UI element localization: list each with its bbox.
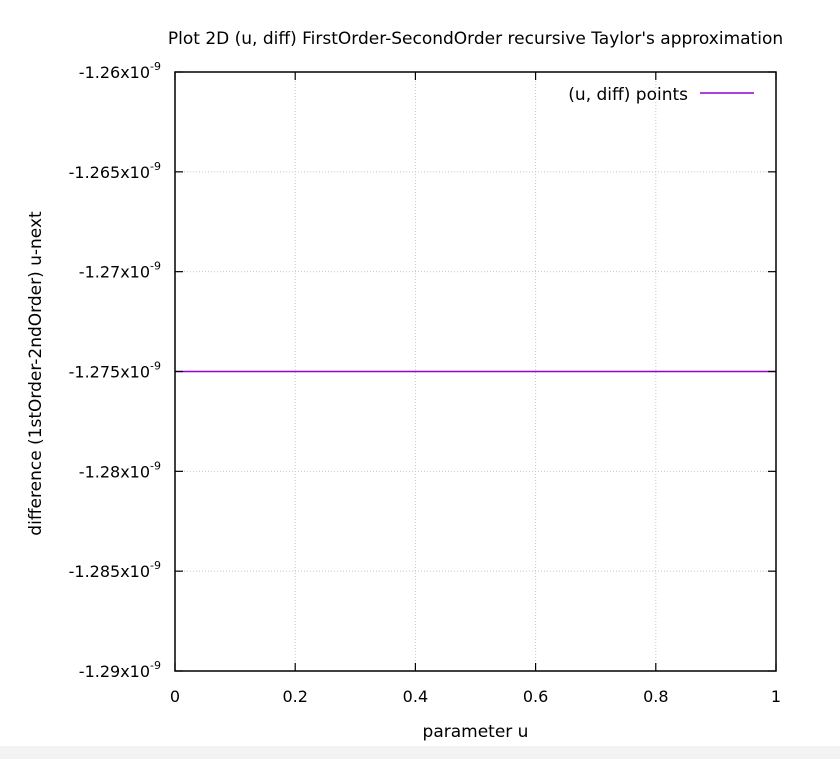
y-tick-mantissa: -1.28x10 — [79, 462, 150, 481]
legend: (u, diff) points — [568, 85, 754, 105]
footer-strip — [0, 746, 840, 759]
y-axis-label: difference (1stOrder-2ndOrder) u-next — [26, 211, 46, 536]
y-tick-label: -1.29x10-9 — [79, 659, 161, 681]
x-tick-label: 0.8 — [643, 687, 668, 706]
tick-layer: 0 0.2 0.4 0.6 0.8 1-1.26x10-9-1.265x10-9-1.27… — [69, 60, 781, 706]
legend-label: (u, diff) points — [568, 85, 688, 105]
y-tick-mantissa: -1.29x10 — [79, 662, 150, 681]
x-tick-label: 0 — [170, 687, 180, 706]
y-tick-exponent: -9 — [150, 459, 161, 472]
chart-title: Plot 2D (u, diff) FirstOrder-SecondOrder… — [168, 29, 783, 49]
y-tick-mantissa: -1.275x10 — [69, 363, 150, 382]
y-tick-exponent: -9 — [150, 260, 161, 273]
x-tick-label: 1 — [771, 687, 781, 706]
y-tick-label: -1.27x10-9 — [79, 260, 161, 282]
y-tick-exponent: -9 — [150, 559, 161, 572]
y-tick-mantissa: -1.265x10 — [69, 163, 150, 182]
y-tick-label: -1.275x10-9 — [69, 360, 161, 382]
y-tick-mantissa: -1.26x10 — [79, 63, 150, 82]
x-axis-label: parameter u — [423, 722, 529, 742]
y-tick-exponent: -9 — [150, 60, 161, 73]
y-tick-mantissa: -1.27x10 — [79, 263, 150, 282]
y-tick-exponent: -9 — [150, 160, 161, 173]
y-tick-exponent: -9 — [150, 360, 161, 373]
y-tick-label: -1.26x10-9 — [79, 60, 161, 82]
y-tick-label: -1.265x10-9 — [69, 160, 161, 182]
x-tick-label: 0.2 — [282, 687, 307, 706]
y-tick-label: -1.28x10-9 — [79, 459, 161, 481]
x-tick-label: 0.6 — [523, 687, 548, 706]
x-tick-label: 0.4 — [403, 687, 428, 706]
y-tick-label: -1.285x10-9 — [69, 559, 161, 581]
y-tick-mantissa: -1.285x10 — [69, 562, 150, 581]
y-tick-exponent: -9 — [150, 659, 161, 672]
